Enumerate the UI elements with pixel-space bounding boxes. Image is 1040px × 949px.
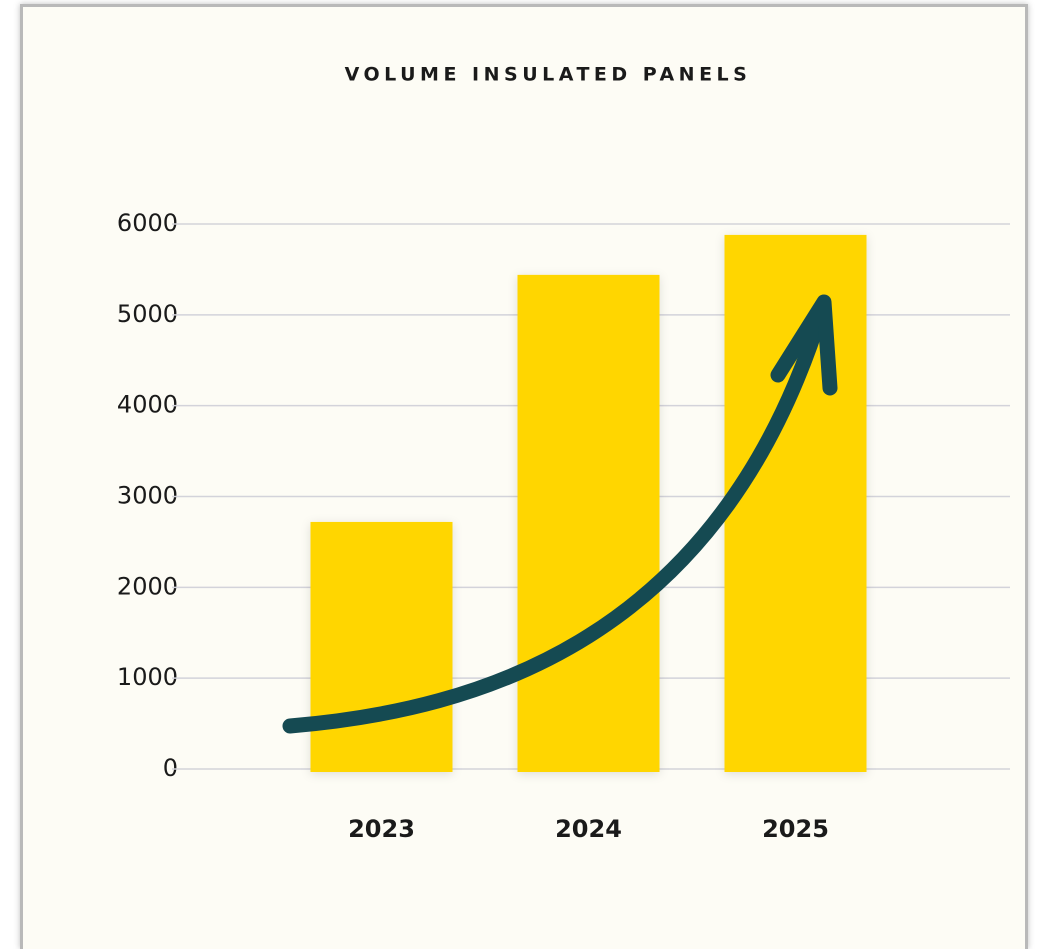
y-tick-label: 4000 — [117, 391, 178, 419]
bars: 2023 2024 2025 — [310, 234, 867, 843]
bar — [724, 234, 867, 772]
chart-title: VOLUME INSULATED PANELS — [345, 64, 752, 86]
trend-arrow — [282, 294, 838, 734]
x-tick-label: 2023 — [348, 815, 415, 843]
bar — [310, 521, 453, 772]
x-tick-label: 2024 — [555, 815, 622, 843]
y-tick-label: 6000 — [117, 209, 178, 237]
arrow-shaft — [282, 302, 830, 734]
y-tick-label: 3000 — [117, 482, 178, 510]
y-tick-label: 0 — [163, 754, 178, 782]
bar — [517, 274, 660, 772]
y-tick-label: 1000 — [117, 663, 178, 691]
y-tick-label: 5000 — [117, 300, 178, 328]
arrow-head — [770, 294, 838, 396]
y-tick-label: 2000 — [117, 572, 178, 600]
x-tick-label: 2025 — [762, 815, 829, 843]
